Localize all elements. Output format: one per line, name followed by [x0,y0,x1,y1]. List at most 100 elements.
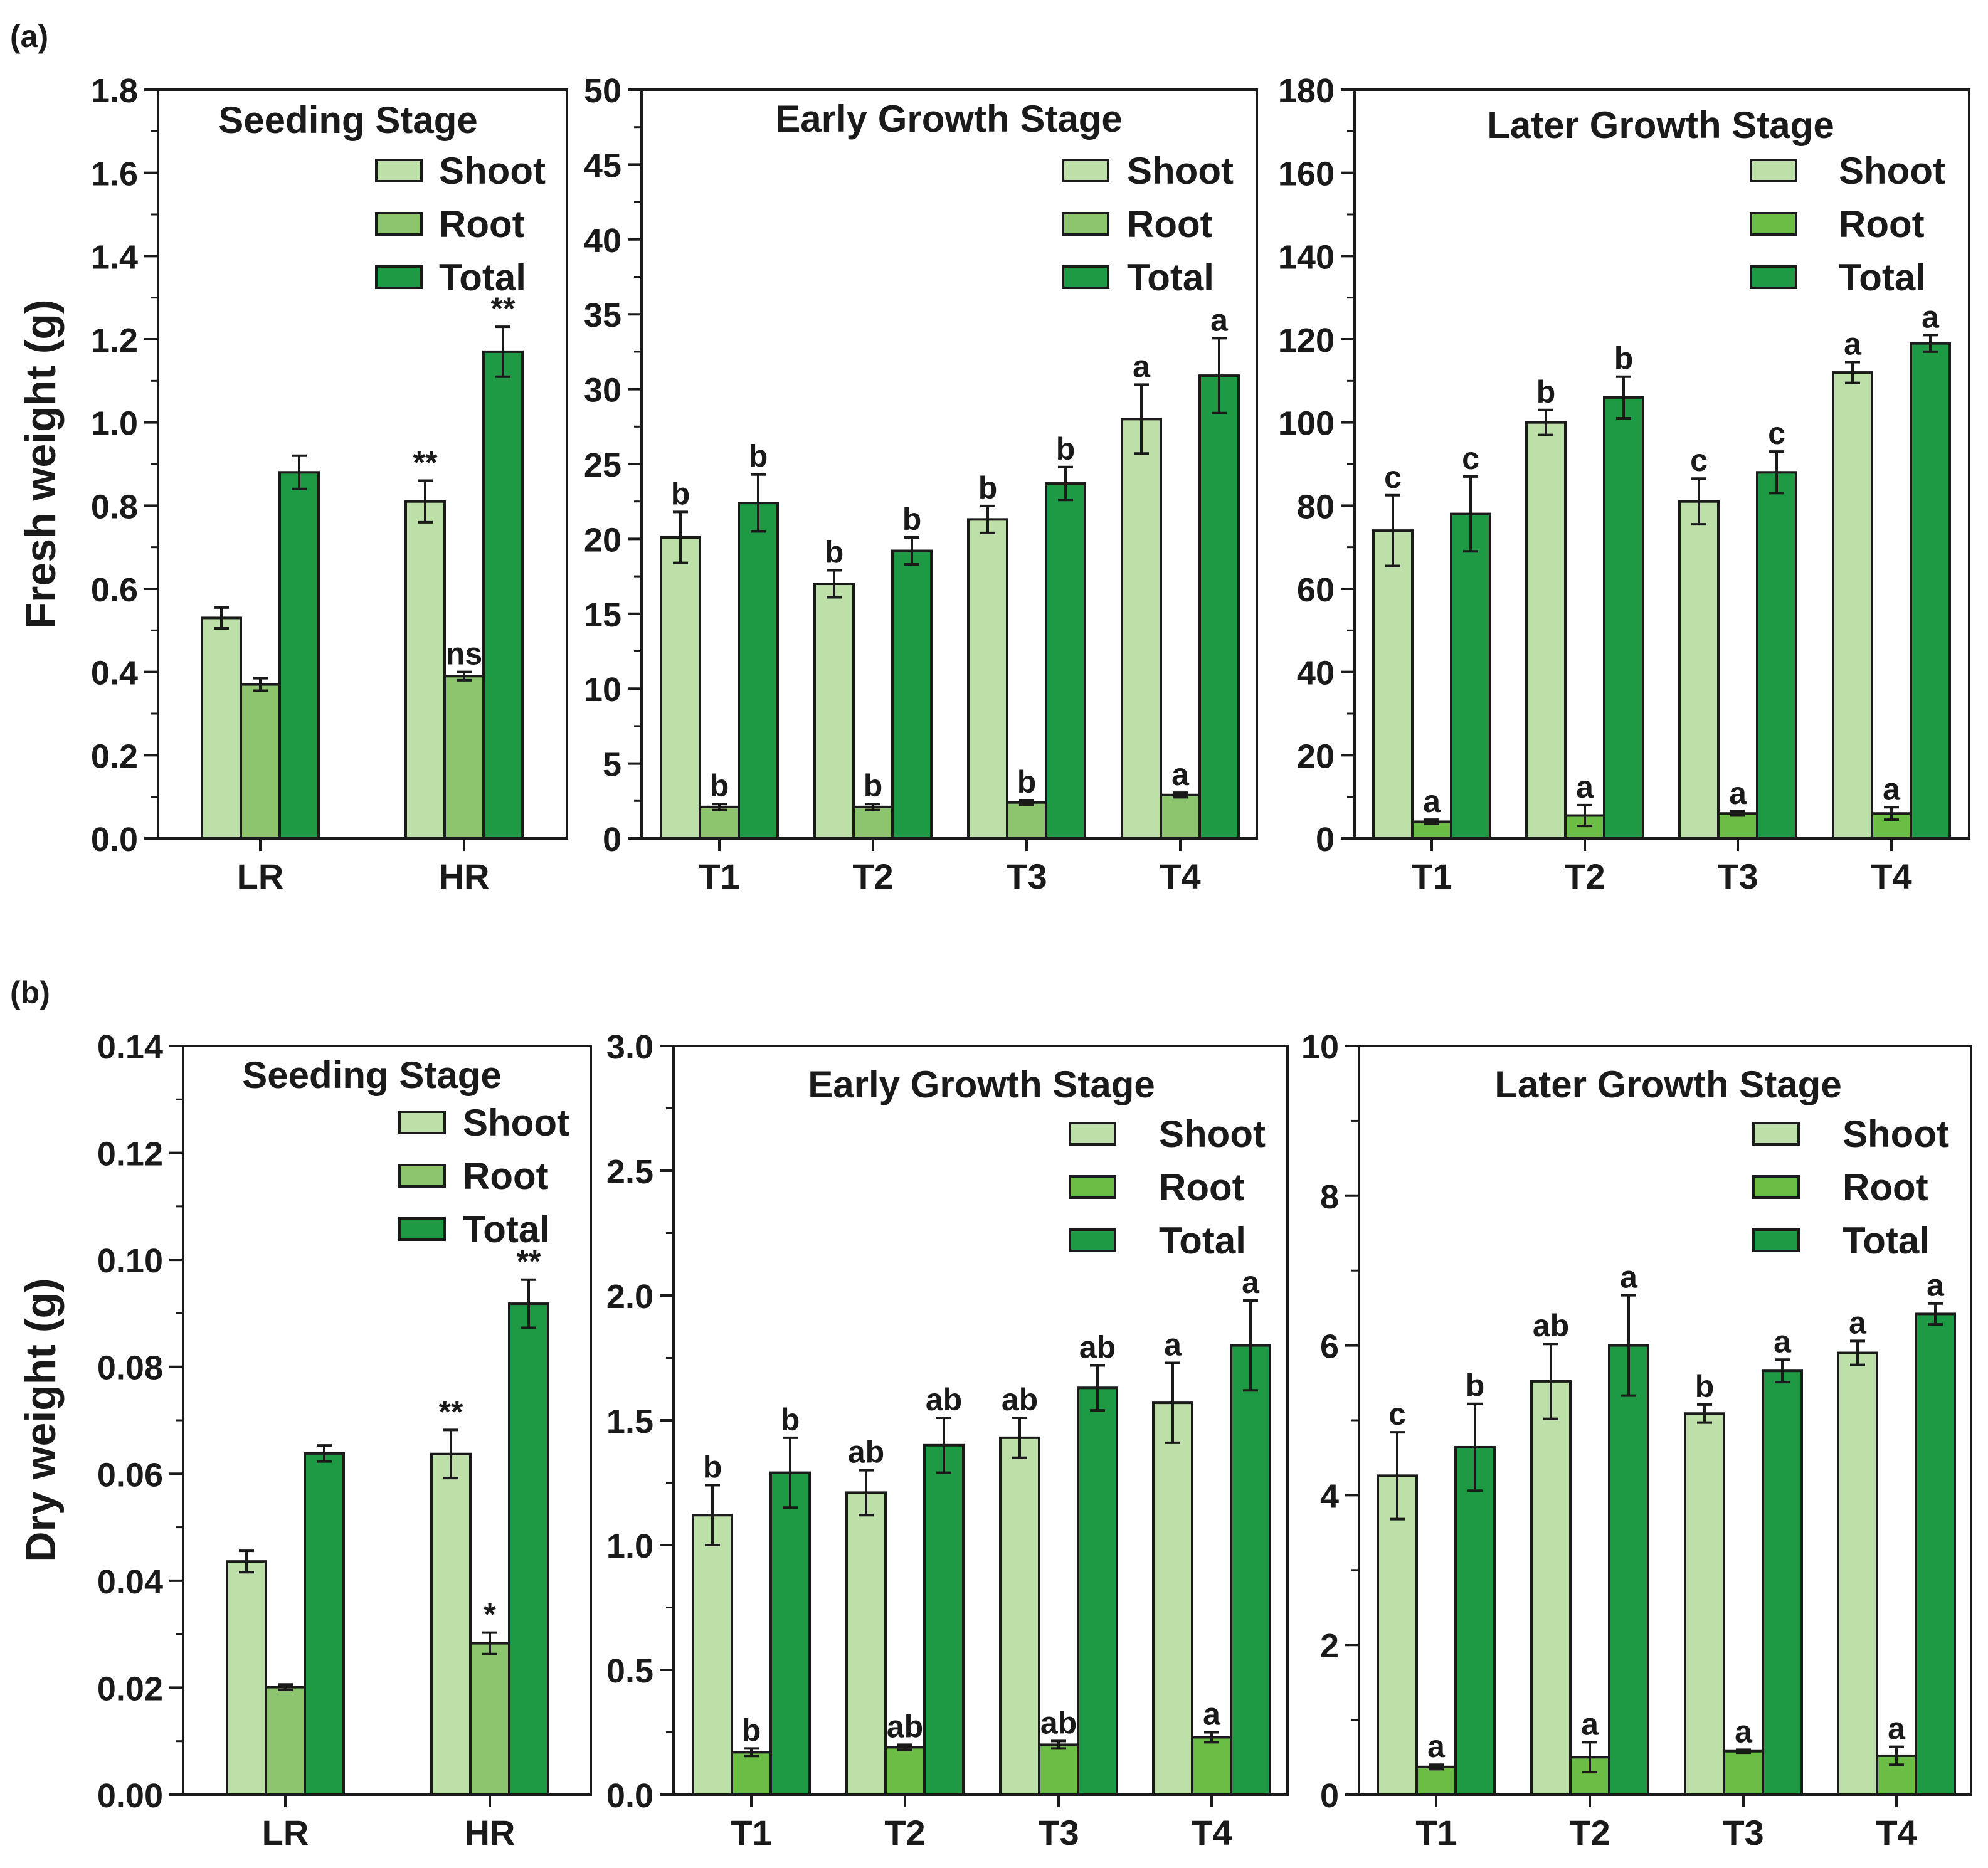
significance-label: c [1462,441,1479,476]
y-tick-label: 0.06 [97,1456,163,1494]
y-tick-label: 4 [1320,1477,1339,1515]
bar-shoot [1684,1412,1725,1796]
significance-label: a [1576,769,1594,805]
y-tick-label: 45 [584,147,621,184]
bar-shoot [1372,529,1414,840]
bar-shoot [201,616,242,840]
significance-label: b [1614,341,1634,376]
bar-shoot [1530,1380,1572,1797]
bar-shoot [1832,371,1873,840]
significance-label: b [710,768,729,803]
bar-root [884,1746,926,1796]
y-tick-label: 180 [1278,72,1335,110]
x-tick-label: HR [439,857,490,896]
significance-label: b [1017,764,1037,799]
row-ylabel-dry: Dry weight (g) [17,1278,65,1562]
bar-shoot [1837,1351,1878,1797]
bar-root [1191,1736,1232,1796]
significance-label: a [1774,1324,1792,1359]
significance-label: a [1735,1714,1753,1749]
x-tick-label: LR [237,857,284,896]
y-tick-label: 6 [1320,1328,1339,1366]
x-tick-label: HR [465,1813,516,1852]
significance-label: ns [446,636,482,672]
significance-label: a [1171,757,1190,792]
significance-label: a [1729,776,1747,811]
significance-label: ** [517,1244,541,1279]
bar-total [304,1452,345,1797]
significance-label: b [742,1712,761,1748]
y-tick-label: 0.2 [91,737,138,775]
significance-label: b [1056,431,1076,467]
significance-label: a [1164,1327,1182,1362]
plot-frame [640,88,1258,840]
legend-label: Shoot [463,1102,569,1144]
legend-swatch-shoot [1752,1122,1800,1146]
bar-shoot [1152,1401,1193,1796]
x-tick-label: T2 [852,857,893,896]
plot-frame [1358,1045,1972,1796]
significance-label: b [1466,1368,1485,1403]
significance-label: a [1844,326,1862,361]
bar-shoot [967,518,1008,840]
x-tick-label: T1 [1411,857,1452,896]
y-tick-label: 1.5 [606,1403,653,1440]
y-tick-label: 0.0 [91,821,138,858]
legend-swatch-total [1069,1228,1116,1252]
y-tick-label: 0.12 [97,1136,163,1173]
significance-label: b [864,768,883,803]
y-tick-label: 1.2 [91,322,138,359]
bar-shoot [845,1491,887,1796]
significance-label: a [1210,302,1229,337]
bar-total [1454,1445,1496,1796]
panel-label-b: (b) [10,975,50,1010]
legend-swatch-shoot [1750,159,1797,182]
bar-shoot [430,1452,472,1796]
bar-total [769,1471,811,1797]
y-tick-label: 0.6 [91,571,138,609]
legend-swatch-total [1750,265,1797,289]
y-tick-label: 0.00 [97,1777,163,1815]
legend-swatch-shoot [375,159,423,182]
bar-total [1756,471,1797,840]
legend-label: Total [439,256,526,298]
bar-root [240,683,281,840]
significance-label: ** [413,445,438,480]
bar-root [731,1751,772,1797]
significance-label: ab [1533,1308,1569,1343]
y-tick-label: 160 [1278,156,1335,193]
chart-title: Seeding Stage [242,1054,501,1096]
legend-label: Total [1127,256,1214,298]
x-tick-label: T2 [1564,857,1605,896]
x-tick-label: T1 [731,1813,771,1852]
legend-swatch-shoot [398,1111,446,1134]
legend-swatch-total [1752,1228,1800,1252]
legend-swatch-root [1750,212,1797,236]
y-tick-label: 60 [1297,571,1335,609]
bar-root [1723,1749,1764,1797]
y-tick-label: 2.0 [606,1278,653,1316]
y-tick-label: 0.02 [97,1670,163,1707]
y-tick-label: 40 [1297,655,1335,692]
significance-label: ab [1002,1382,1038,1417]
y-tick-label: 20 [1297,737,1335,775]
bar-root [1717,812,1758,840]
chart-4: 0.000.020.040.060.080.100.120.14LR*****H… [97,1028,592,1852]
significance-label: ab [887,1709,923,1744]
plot-frame [1353,88,1970,840]
legend-swatch-root [398,1164,446,1188]
bar-root [699,805,740,840]
significance-label: a [1242,1265,1260,1300]
significance-label: b [978,470,998,505]
legend-swatch-root [1752,1175,1800,1199]
y-tick-label: 100 [1278,405,1335,443]
y-tick-label: 0 [603,821,621,858]
y-tick-label: 8 [1320,1178,1339,1216]
legend-label: Root [1843,1166,1928,1208]
significance-label: b [749,439,768,474]
significance-label: b [1695,1369,1715,1404]
x-tick-label: T4 [1876,1813,1917,1852]
panel-label-a: (a) [10,19,48,54]
legend-label: Total [1839,256,1926,298]
y-tick-label: 5 [603,746,621,784]
